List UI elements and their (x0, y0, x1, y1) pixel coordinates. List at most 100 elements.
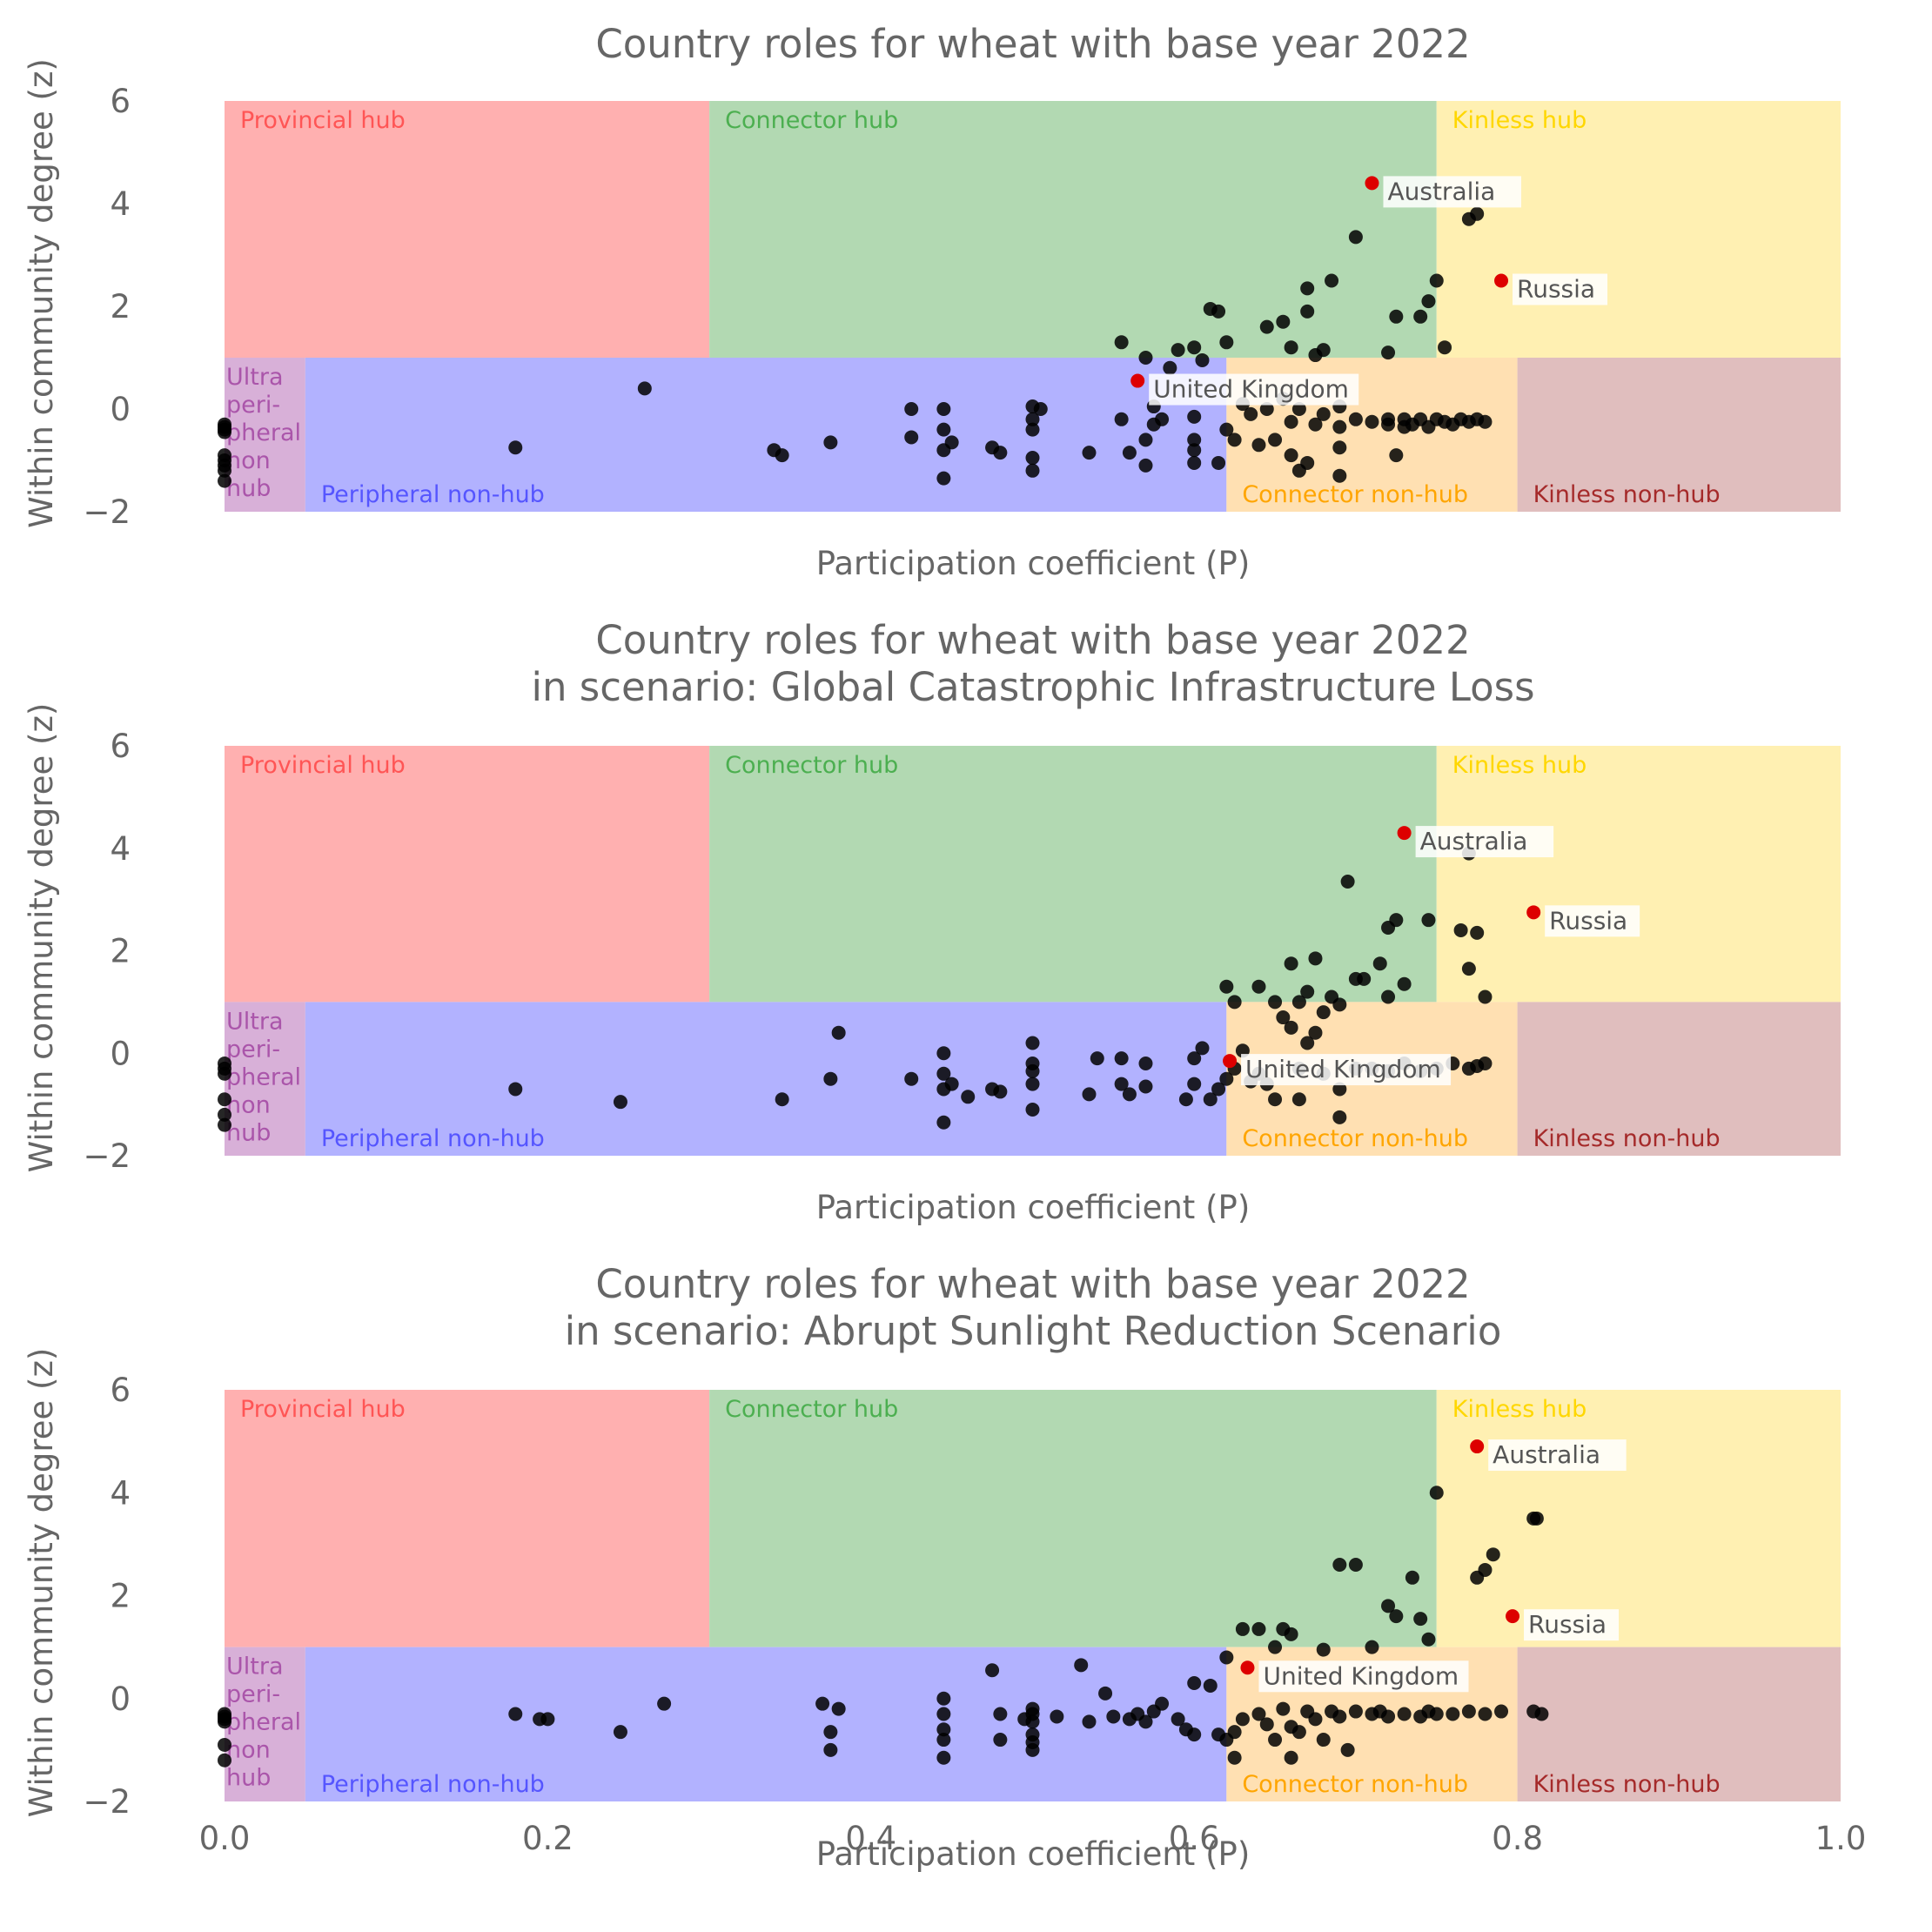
data-point (1074, 1658, 1089, 1673)
data-point (1316, 1005, 1331, 1020)
x-tick-label: 0.6 (1169, 1820, 1220, 1857)
data-point (1332, 1082, 1347, 1097)
data-point (961, 1090, 976, 1104)
data-point (1155, 412, 1170, 426)
chart-title: Country roles for wheat with base year 2… (595, 1261, 1470, 1307)
data-point (823, 1071, 838, 1086)
region-label-kinless-non-hub: Kinless non-hub (1533, 1125, 1721, 1152)
annotation-label: Russia (1517, 275, 1595, 304)
data-point (815, 1696, 830, 1711)
data-point (1122, 1087, 1137, 1102)
data-point (1389, 448, 1404, 463)
data-point (1478, 1057, 1493, 1071)
data-point (1025, 1714, 1040, 1729)
region-connector-hub (709, 746, 1437, 1003)
region-label-ultra-peripheral: pheral (226, 419, 301, 446)
data-point (1219, 1071, 1234, 1086)
data-point (1284, 956, 1298, 971)
region-provincial-hub (225, 1390, 710, 1647)
data-point (1470, 206, 1485, 221)
data-point (1316, 406, 1331, 421)
data-point (1332, 1558, 1347, 1573)
annotation-box (1258, 1660, 1469, 1693)
data-point (831, 1701, 846, 1716)
annotation-box (1488, 1439, 1627, 1472)
data-point (1211, 455, 1226, 470)
x-axis-label: Participation coefficient (P) (816, 1189, 1251, 1226)
data-point (1461, 962, 1476, 976)
annotation-label: United Kingdom (1245, 1055, 1441, 1083)
region-kinless-hub (1436, 1390, 1841, 1647)
data-point (1397, 1707, 1412, 1721)
data-point (1389, 309, 1404, 324)
data-point (1114, 1051, 1129, 1066)
y-axis-label: Within community degree (z) (23, 703, 60, 1173)
data-point (1453, 922, 1468, 937)
data-point (993, 1733, 1008, 1748)
data-point (1332, 440, 1347, 455)
data-point (218, 1753, 231, 1768)
data-point (1421, 913, 1436, 928)
y-tick-label: 6 (110, 1372, 131, 1409)
annotation-label: Australia (1420, 827, 1528, 855)
data-point (1187, 443, 1202, 458)
data-point (1365, 1640, 1379, 1654)
region-label-peripheral-non-hub: Peripheral non-hub (321, 1771, 545, 1798)
region-label-peripheral-non-hub: Peripheral non-hub (321, 1125, 545, 1152)
annotation-label: United Kingdom (1263, 1661, 1459, 1690)
annotation-label: Russia (1528, 1610, 1607, 1639)
data-point (1025, 451, 1040, 466)
chart-title: Country roles for wheat with base year 2… (595, 617, 1470, 663)
y-tick-label: 2 (110, 933, 131, 970)
annotation-label: Australia (1387, 177, 1495, 205)
data-point (1178, 1092, 1193, 1107)
data-point (1332, 1110, 1347, 1124)
data-point (1171, 1712, 1185, 1727)
data-point (1138, 458, 1153, 473)
data-point (1389, 913, 1404, 928)
region-label-ultra-peripheral: Ultra (226, 1008, 284, 1035)
data-point (1308, 951, 1323, 966)
y-tick-label: 0 (110, 1035, 131, 1072)
data-point (1187, 433, 1202, 447)
data-point (993, 446, 1008, 460)
data-point (993, 1707, 1008, 1721)
data-point (936, 1707, 951, 1721)
region-kinless-non-hub (1517, 358, 1841, 512)
data-point (1526, 1704, 1541, 1719)
data-point (1381, 345, 1396, 360)
annotation-box (1149, 373, 1359, 406)
data-point (1529, 1511, 1544, 1526)
x-tick-label: 0.0 (199, 1820, 251, 1857)
y-tick-label: 0 (110, 391, 131, 428)
data-point (1357, 971, 1372, 986)
data-point (1155, 1696, 1170, 1711)
highlight-point-australia (1365, 176, 1379, 191)
data-point (1025, 412, 1040, 426)
region-label-kinless-hub: Kinless hub (1452, 107, 1587, 134)
annotation-box (1383, 176, 1521, 208)
region-label-ultra-peripheral: hub (226, 1765, 271, 1792)
data-point (1276, 314, 1291, 329)
region-label-ultra-peripheral: non (226, 1091, 271, 1118)
data-point (1187, 1676, 1202, 1691)
data-point (1187, 1051, 1202, 1066)
data-point (1461, 1704, 1476, 1719)
data-point (936, 1691, 951, 1706)
data-point (1138, 351, 1153, 365)
data-point (1025, 1036, 1040, 1050)
data-point (1211, 1082, 1226, 1097)
data-point (218, 1714, 231, 1729)
data-point (613, 1725, 627, 1740)
region-label-ultra-peripheral: non (226, 447, 271, 474)
data-point (1251, 979, 1266, 994)
data-point (1025, 463, 1040, 478)
y-tick-label: 2 (110, 1578, 131, 1615)
y-tick-label: 0 (110, 1680, 131, 1718)
data-point (1171, 343, 1185, 358)
data-point (1300, 1036, 1315, 1050)
chart-panel-infrastructure-loss: Provincial hub Connector hub Kinless hub Pe… (23, 617, 1841, 1226)
data-point (1235, 1621, 1250, 1636)
highlight-point-russia (1506, 1609, 1520, 1624)
data-point (1340, 875, 1355, 889)
